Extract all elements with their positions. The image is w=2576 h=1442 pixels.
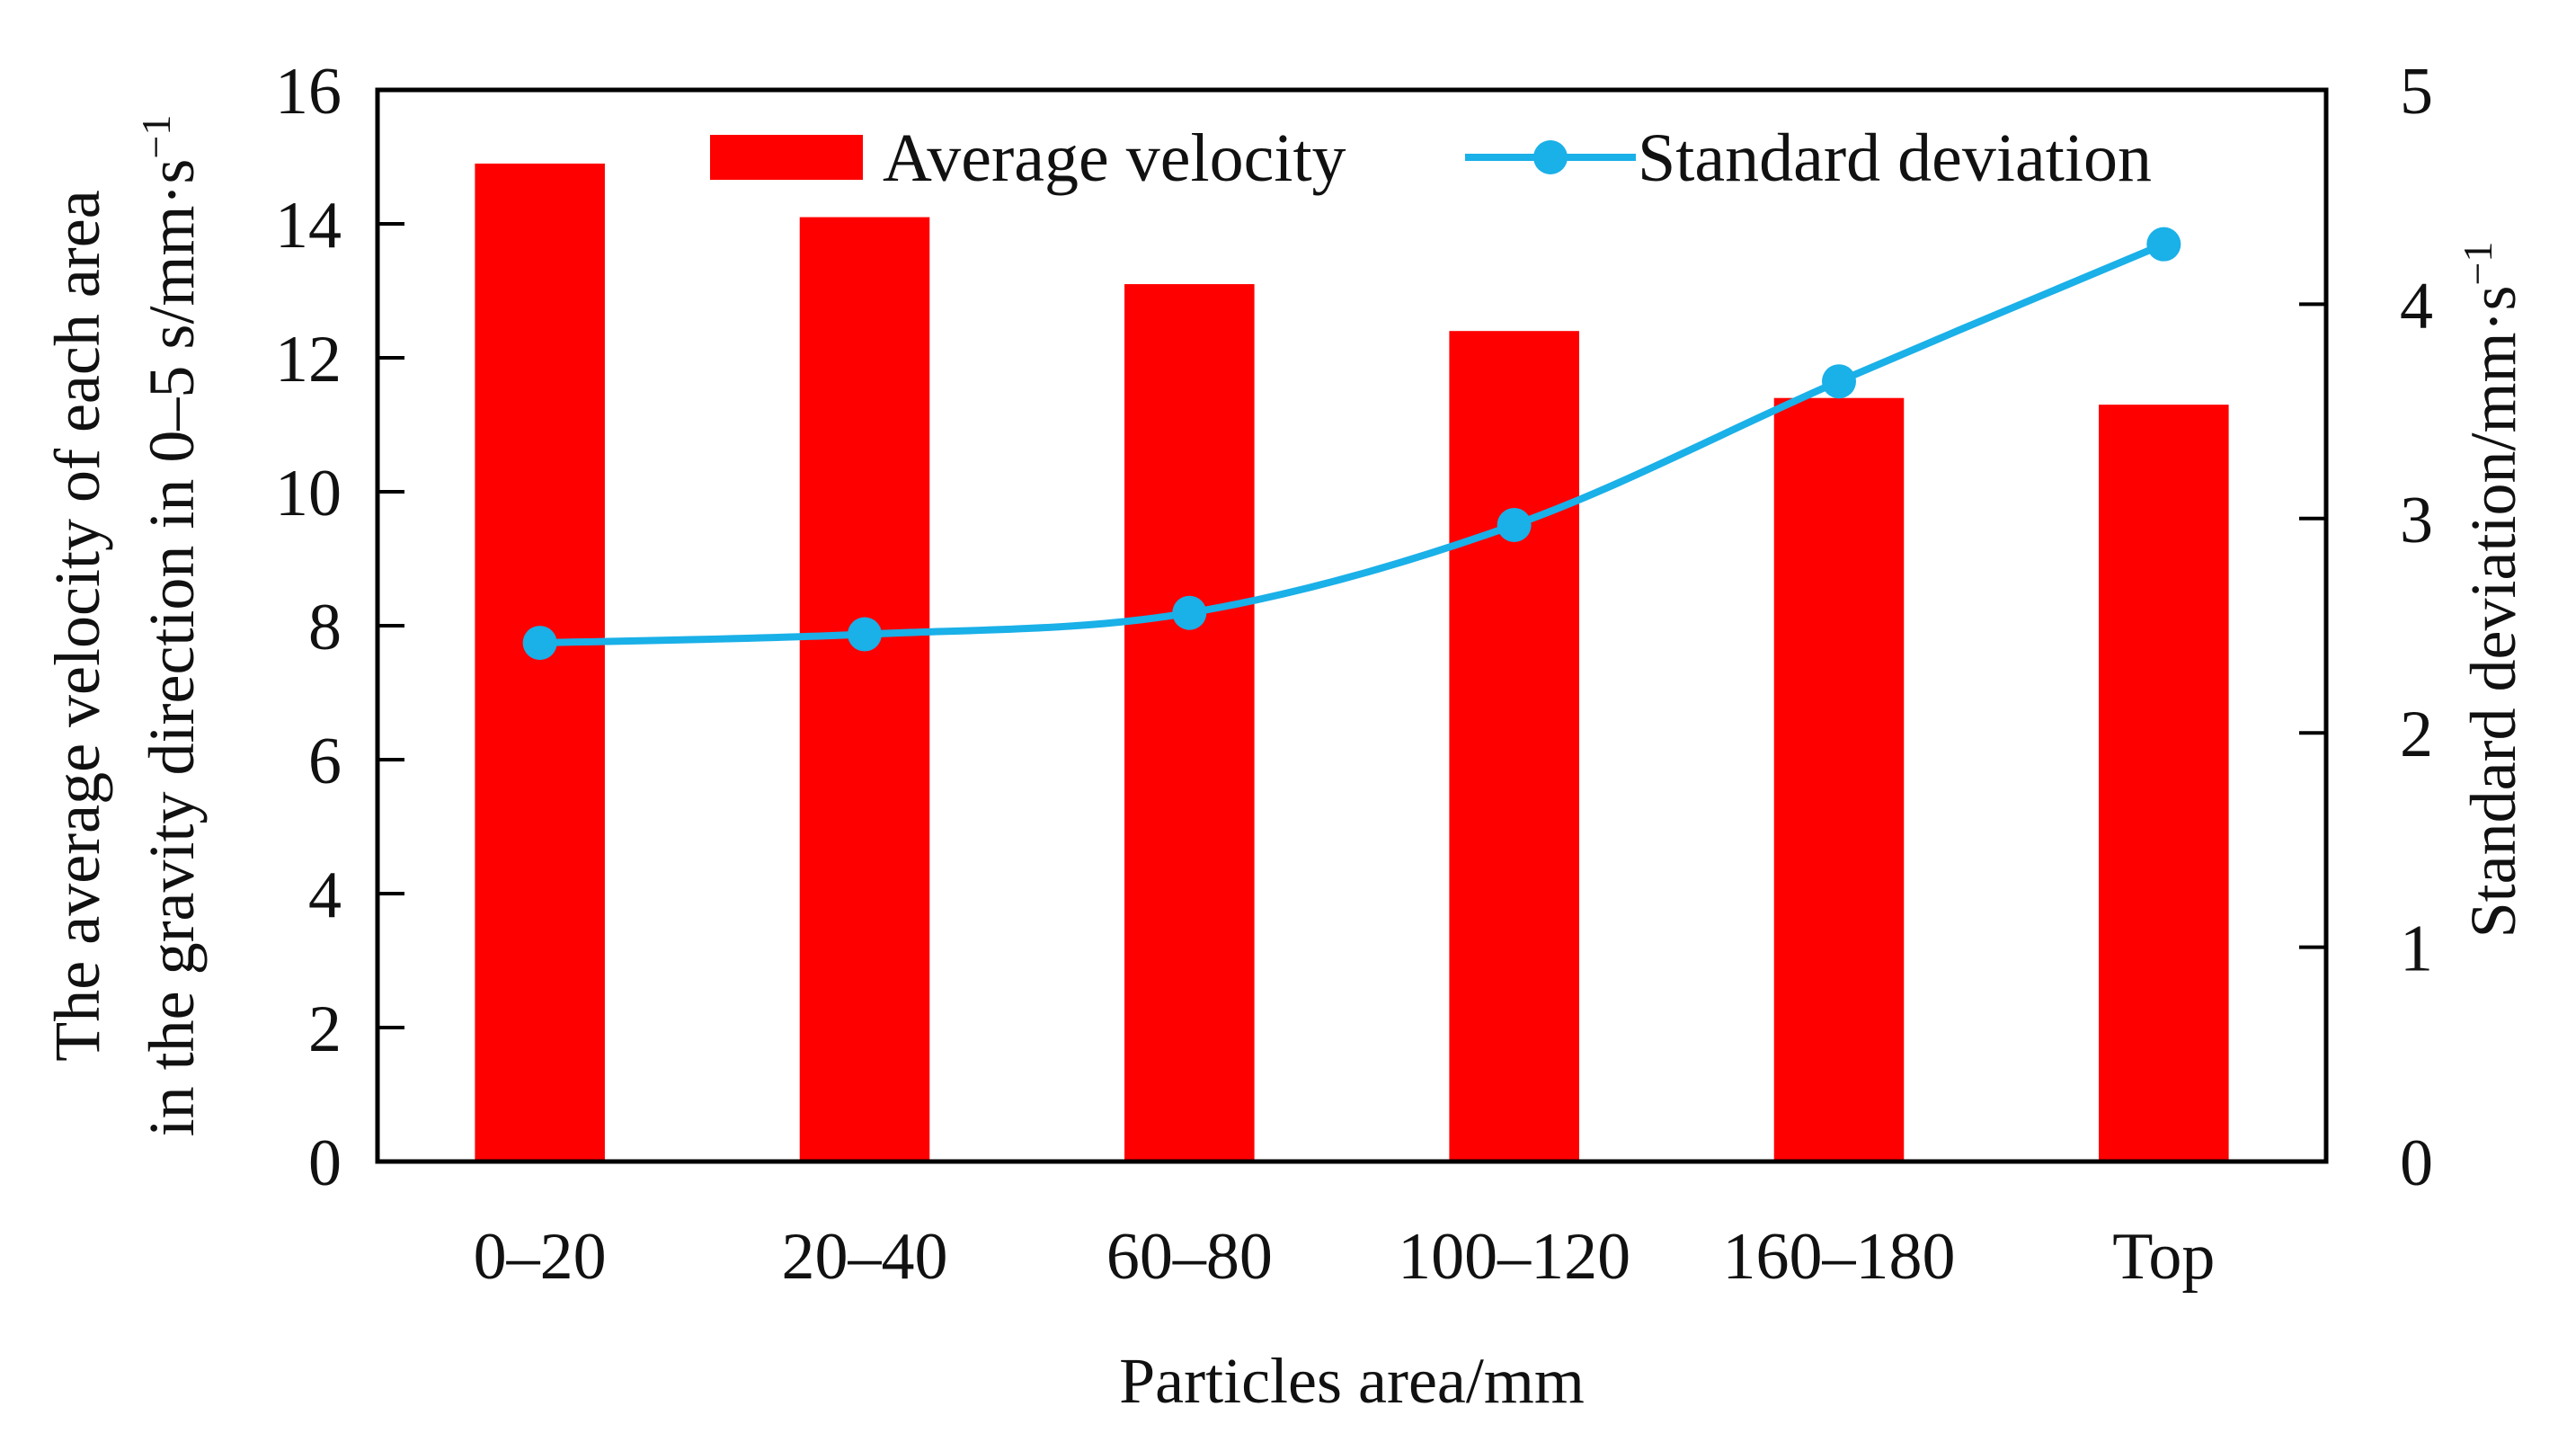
left-tick-label: 16 [275, 55, 342, 129]
category-label: 60–80 [1106, 1220, 1273, 1294]
legend-bar-label: Average velocity [883, 120, 1346, 196]
left-tick-label: 0 [308, 1126, 342, 1200]
legend-line-label: Standard deviation [1638, 120, 2152, 196]
left-axis-title-line2-main: in the gravity direction in 0–5 s/mm·s [136, 159, 208, 1137]
bar [1124, 284, 1255, 1162]
category-label: Top [2112, 1220, 2215, 1294]
left-tick-label: 10 [275, 457, 342, 530]
category-label: 0–20 [474, 1220, 607, 1294]
category-label: 160–180 [1723, 1220, 1956, 1294]
line-marker [522, 626, 557, 661]
right-tick-label: 3 [2400, 484, 2433, 557]
left-axis-title-unit-exponent: −1 [133, 115, 179, 159]
left-tick-label: 4 [308, 859, 342, 932]
line-marker [848, 617, 882, 652]
bar [1449, 331, 1579, 1162]
line-series [522, 227, 2181, 661]
line-path [539, 240, 2165, 647]
line-marker [1172, 595, 1207, 630]
left-tick-label: 8 [308, 591, 342, 664]
right-tick-label: 5 [2400, 55, 2433, 129]
left-tick-label: 2 [308, 992, 342, 1066]
line-marker [1822, 364, 1856, 399]
line-marker [1497, 507, 1532, 542]
legend: Average velocity Standard deviation [710, 120, 2152, 196]
bar [1773, 397, 1905, 1162]
line-marker [2146, 227, 2181, 262]
bar [799, 217, 930, 1162]
x-axis-title: Particles area/mm [1119, 1345, 1585, 1417]
bar [475, 163, 605, 1162]
x-axis-tick-labels: 0–20 20–40 60–80 100–120 160–180 Top [474, 1220, 2216, 1294]
right-axis-title-unit-exponent: −1 [2455, 242, 2500, 286]
category-label: 20–40 [782, 1220, 948, 1294]
left-tick-label: 6 [308, 725, 342, 798]
bar [2099, 405, 2229, 1162]
left-axis-ticks: 0 2 4 6 8 10 12 14 16 [275, 55, 404, 1200]
right-axis-ticks: 0 1 2 3 4 5 [2299, 55, 2433, 1200]
right-axis-title-main: Standard deviation/mm·s [2457, 286, 2529, 939]
plot-frame [375, 87, 2329, 1164]
legend-line-marker [1533, 140, 1568, 174]
left-axis-title-line2: in the gravity direction in 0–5 s/mm·s−1 [133, 115, 208, 1137]
left-tick-label: 14 [275, 189, 342, 263]
left-axis-title-line1: The average velocity of each area [41, 190, 113, 1061]
right-tick-label: 2 [2400, 698, 2433, 771]
right-tick-label: 1 [2400, 912, 2433, 986]
category-label: 100–120 [1398, 1220, 1630, 1294]
left-tick-label: 12 [275, 323, 342, 396]
right-axis-title: Standard deviation/mm·s−1 [2455, 242, 2529, 939]
legend-bar-swatch [710, 135, 863, 180]
right-tick-label: 4 [2400, 269, 2433, 343]
right-tick-label: 0 [2400, 1126, 2433, 1200]
bar-series [475, 163, 2229, 1162]
